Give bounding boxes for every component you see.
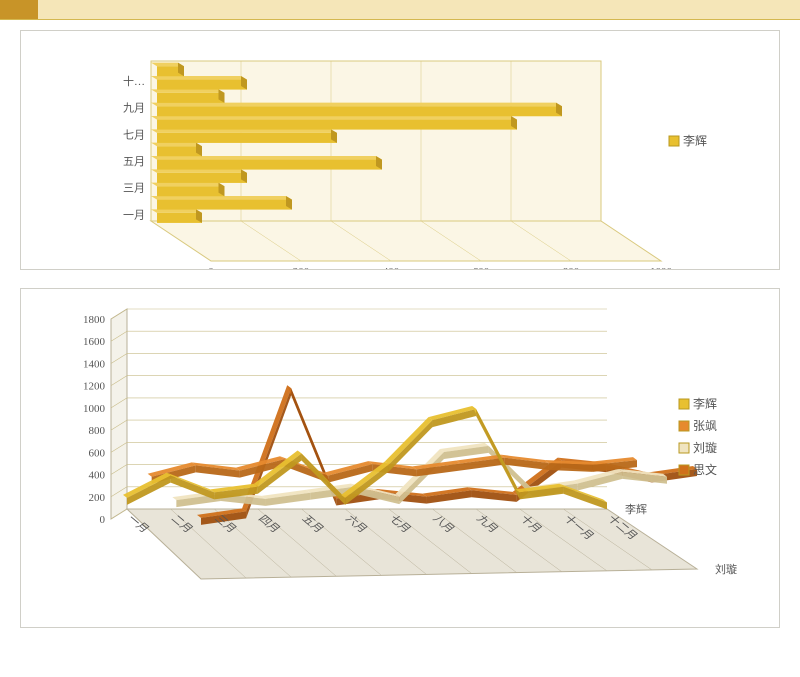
bar-chart-svg: 0 200 400 600 800 1000 一月 三月 五月 七月 九月 十… 李辉 (21, 31, 779, 269)
svg-text:800: 800 (563, 266, 580, 269)
svg-text:三月: 三月 (123, 183, 145, 195)
svg-text:0: 0 (208, 266, 214, 269)
svg-text:九月: 九月 (123, 102, 145, 115)
svg-text:李辉: 李辉 (625, 502, 647, 516)
line-chart-svg: 020040060080010001200140016001800一月二月三月四… (21, 289, 779, 627)
svg-text:600: 600 (89, 447, 106, 459)
svg-text:200: 200 (293, 266, 310, 269)
svg-text:1200: 1200 (83, 381, 106, 393)
bar-chart-3d: 0 200 400 600 800 1000 一月 三月 五月 七月 九月 十… 李辉 (20, 30, 780, 270)
svg-text:0: 0 (100, 514, 106, 526)
svg-text:800: 800 (89, 425, 106, 437)
svg-text:1000: 1000 (650, 266, 673, 269)
svg-text:张飒: 张飒 (693, 418, 717, 433)
svg-text:1000: 1000 (83, 403, 106, 415)
svg-text:刘璇: 刘璇 (693, 440, 717, 455)
svg-text:一月: 一月 (123, 209, 145, 221)
svg-text:400: 400 (89, 470, 106, 482)
svg-text:600: 600 (473, 266, 490, 269)
svg-text:400: 400 (383, 266, 400, 269)
toolbar (0, 0, 800, 20)
svg-text:七月: 七月 (123, 128, 145, 141)
svg-text:李辉: 李辉 (693, 396, 717, 411)
line-chart-3d: 020040060080010001200140016001800一月二月三月四… (20, 288, 780, 628)
svg-text:刘璇: 刘璇 (715, 563, 737, 576)
svg-text:1400: 1400 (83, 358, 106, 370)
svg-text:1600: 1600 (83, 336, 106, 348)
toolbar-accent (0, 0, 38, 19)
svg-text:200: 200 (89, 492, 106, 504)
page-body: 0 200 400 600 800 1000 一月 三月 五月 七月 九月 十… 李辉 0 200 400 6… (0, 30, 800, 628)
svg-text:五月: 五月 (123, 156, 145, 168)
svg-text:十…: 十… (123, 74, 145, 88)
svg-text:1800: 1800 (83, 314, 106, 326)
svg-text:思文: 思文 (693, 462, 717, 477)
svg-text:李辉: 李辉 (683, 133, 707, 148)
